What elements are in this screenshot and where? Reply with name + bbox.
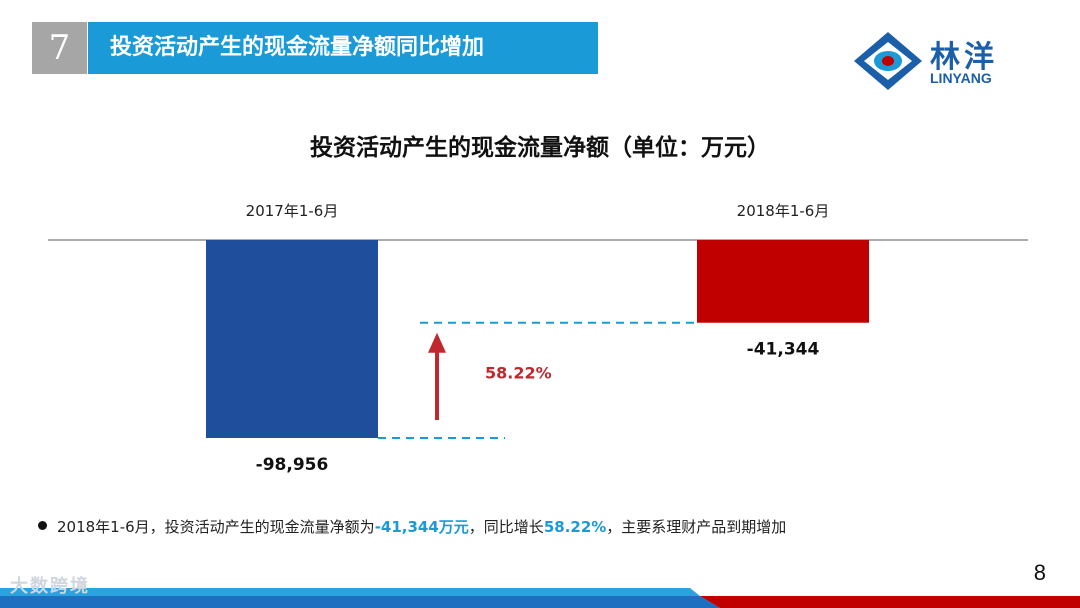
value-label-0: -98,956 <box>256 455 329 475</box>
bullet-middle: ，同比增长 <box>468 518 544 536</box>
chart: 2017年1-6月 -98,956 2018年1-6月 -41,344 58.22% <box>48 202 1028 475</box>
bullet-suffix: ，主要系理财产品到期增加 <box>606 518 787 536</box>
bar-0 <box>206 240 378 438</box>
bullet-prefix: 2018年1-6月，投资活动产生的现金流量净额为 <box>57 518 375 536</box>
logo-mark-icon <box>854 32 922 90</box>
category-label-0: 2017年1-6月 <box>246 202 339 220</box>
category-label-1: 2018年1-6月 <box>737 202 830 220</box>
page-title: 投资活动产生的现金流量净额同比增加 <box>110 35 485 60</box>
growth-arrow-head <box>428 332 446 353</box>
bar-1 <box>697 240 869 323</box>
page-number: 8 <box>1033 560 1046 585</box>
logo-name-en: LINYANG <box>930 70 992 86</box>
bullet-icon <box>38 521 47 530</box>
chart-title: 投资活动产生的现金流量净额（单位：万元） <box>310 135 770 161</box>
section-number: 7 <box>32 22 87 74</box>
value-label-1: -41,344 <box>747 340 820 360</box>
logo-name-cn: 林洋 <box>930 40 998 75</box>
bullet-summary: 2018年1-6月，投资活动产生的现金流量净额为-41,344万元，同比增长58… <box>38 516 786 537</box>
header-bar: 投资活动产生的现金流量净额同比增加 <box>88 22 598 74</box>
watermark: 大数跨境 <box>10 576 90 597</box>
company-logo: 林洋 LINYANG <box>852 30 1027 92</box>
footer-bar <box>0 588 1080 608</box>
growth-annotation: 58.22% <box>485 363 552 382</box>
bullet-growth: 58.22% <box>543 518 607 536</box>
bullet-amount: -41,344万元 <box>374 518 469 536</box>
